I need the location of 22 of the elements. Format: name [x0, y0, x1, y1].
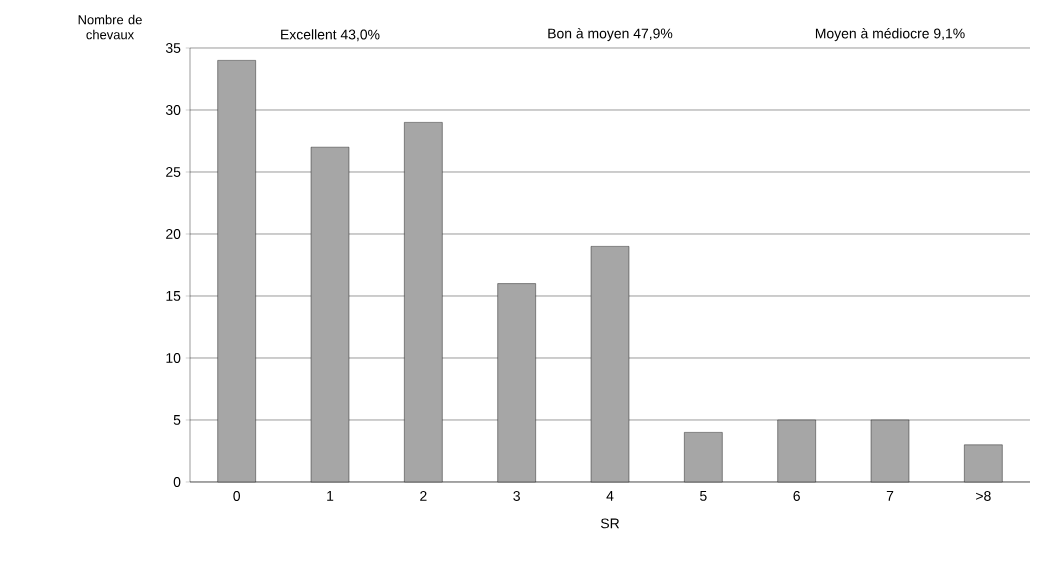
y-tick-label: 0 — [173, 477, 181, 487]
y-tick-label: 10 — [166, 353, 181, 363]
x-tick-label: 2 — [420, 491, 427, 501]
x-tick-label: 7 — [886, 491, 894, 501]
y-tick-label: 5 — [173, 415, 181, 425]
x-tick-label: 0 — [233, 491, 241, 501]
x-axis-title: SR — [600, 518, 620, 529]
text: Bon à moyen 47,9% — [548, 27, 673, 42]
x-tick-label: 5 — [700, 491, 707, 501]
y-tick-label: 15 — [166, 291, 181, 301]
x-tick-label: 1 — [327, 491, 334, 501]
x-tick-label: 4 — [606, 491, 614, 501]
y-tick-label: 25 — [166, 167, 181, 177]
text: Moyen à médiocre 9,1% — [815, 27, 965, 42]
y-tick-label: 30 — [165, 105, 181, 115]
x-tick-label: >8 — [976, 491, 991, 501]
text: Excellent 43,0% — [281, 29, 380, 42]
y-tick-label: 20 — [166, 229, 181, 239]
y-axis-title: Nombre de chevaux — [78, 14, 142, 40]
x-tick-label: 6 — [793, 491, 800, 501]
x-tick-label: 3 — [513, 491, 520, 501]
y-tick-label: 35 — [165, 43, 181, 53]
